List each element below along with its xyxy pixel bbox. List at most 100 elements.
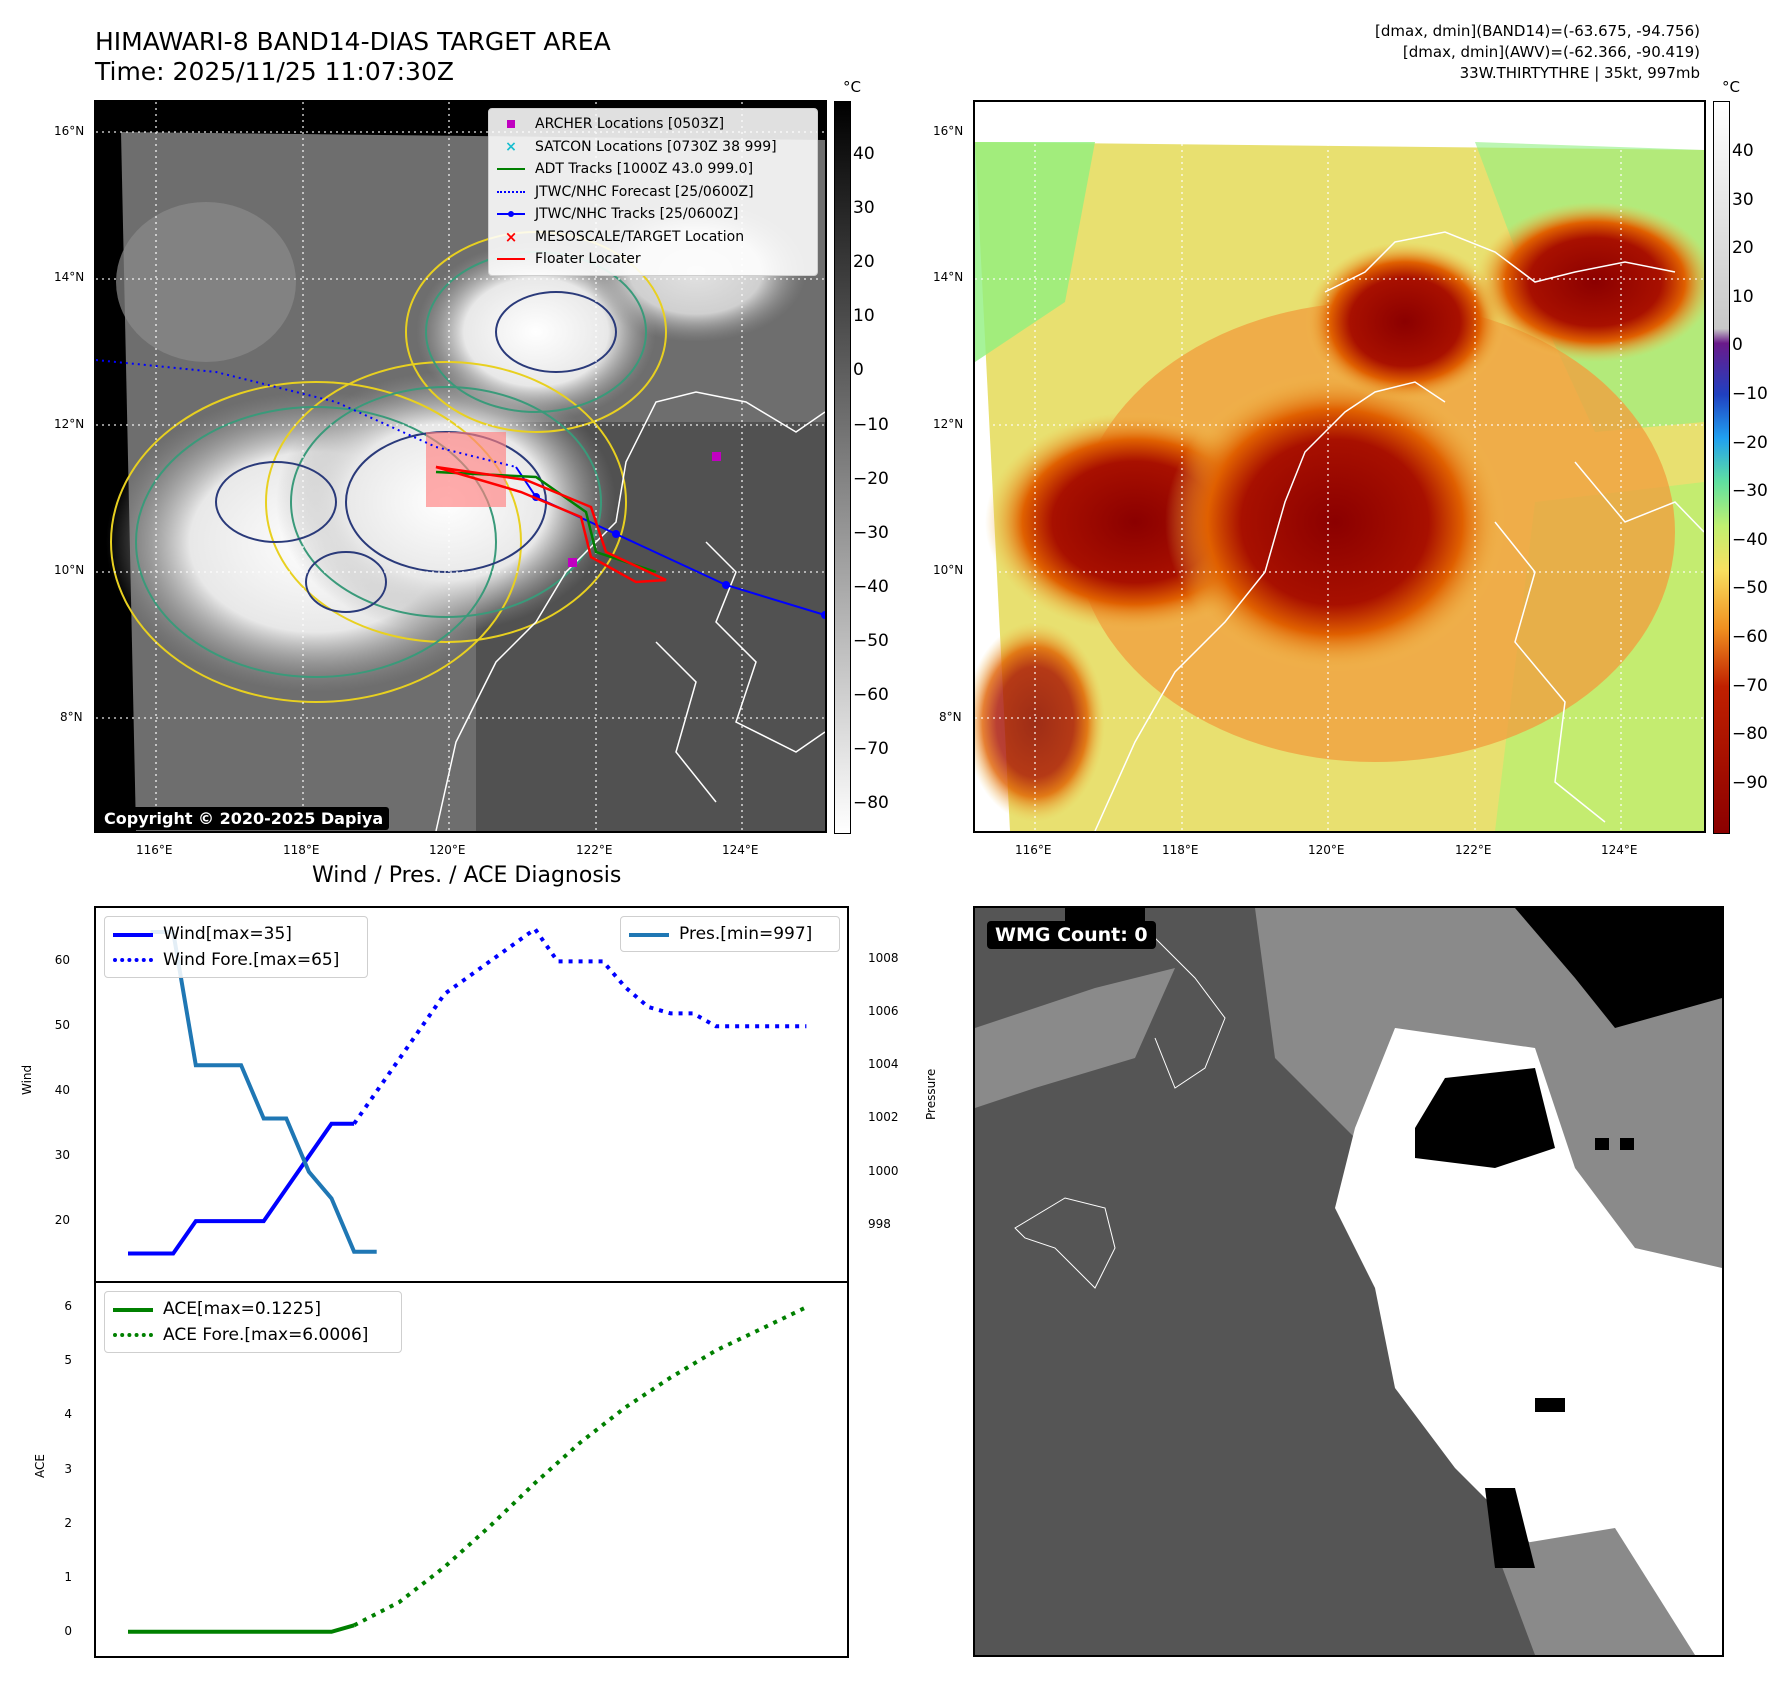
legend-floater: Floater Locater <box>497 248 809 271</box>
ir-map-panel: ARCHER Locations [0503Z] × SATCON Locati… <box>94 100 827 833</box>
lon-label-118e-right: 118°E <box>1162 843 1199 857</box>
dmax-awv: [dmax, dmin](AWV)=(-62.366, -90.419) <box>1402 43 1700 61</box>
color-colorbar-tick: −50 <box>1732 578 1768 599</box>
wind-max-series-line <box>128 1121 355 1256</box>
legend-adt: ADT Tracks [1000Z 43.0 999.0] <box>497 158 809 181</box>
lat-label-10n-right: 10°N <box>933 563 964 577</box>
wmg-image <box>975 908 1722 1655</box>
color-colorbar-tick: 0 <box>1732 335 1743 356</box>
gray-colorbar-tick: −40 <box>853 576 889 597</box>
legend-wind: Wind[max=35] <box>113 921 359 947</box>
x-mark-icon: × <box>505 138 517 155</box>
ace-axis-label: ACE <box>33 1454 47 1478</box>
archer-marker-2 <box>568 558 577 567</box>
gray-colorbar-tick: −70 <box>853 739 889 760</box>
line-icon <box>497 252 525 266</box>
storm-info: 33W.THIRTYTHRE | 35kt, 997mb <box>1459 64 1700 82</box>
legend-label: ACE Fore.[max=6.0006] <box>163 1325 369 1345</box>
lat-label-16n: 16°N <box>54 124 85 138</box>
wmg-count-badge: WMG Count: 0 <box>987 921 1156 949</box>
x-mark-icon: × <box>504 227 518 246</box>
color-colorbar <box>1713 101 1730 834</box>
pressure-axis-tick: 1006 <box>868 1003 899 1018</box>
gray-colorbar-unit: °C <box>843 78 861 96</box>
legend-wind-fore: Wind Fore.[max=65] <box>113 947 359 973</box>
ace-axis-tick: 1 <box>64 1569 72 1584</box>
lon-label-120e: 120°E <box>429 843 466 857</box>
map-time: Time: 2025/11/25 11:07:30Z <box>95 57 454 86</box>
legend-ace-fore: ACE Fore.[max=6.0006] <box>113 1322 393 1348</box>
gray-colorbar-tick: 30 <box>853 198 875 219</box>
legend-label: SATCON Locations [0730Z 38 999] <box>535 138 777 155</box>
legend-label: MESOSCALE/TARGET Location <box>535 228 745 245</box>
ace-axis-tick: 3 <box>64 1461 72 1476</box>
color-colorbar-tick: −40 <box>1732 529 1768 550</box>
lat-label-14n: 14°N <box>54 270 85 284</box>
legend-label: Floater Locater <box>535 251 641 268</box>
gray-colorbar-tick: −10 <box>853 414 889 435</box>
archer-marker <box>712 452 721 461</box>
color-colorbar-tick: 20 <box>1732 238 1754 259</box>
dotted-line-icon <box>113 953 153 967</box>
color-colorbar-tick: −70 <box>1732 675 1768 696</box>
pressure-axis-tick: 1008 <box>868 950 899 965</box>
color-colorbar-tick: 10 <box>1732 286 1754 307</box>
legend-jtwc-forecast: JTWC/NHC Forecast [25/0600Z] <box>497 181 809 204</box>
pressure-axis-tick: 998 <box>868 1217 891 1232</box>
legend-label: JTWC/NHC Tracks [25/0600Z] <box>535 206 739 223</box>
ace-axis-tick: 4 <box>64 1407 72 1422</box>
legend-jtwc-tracks: JTWC/NHC Tracks [25/0600Z] <box>497 203 809 226</box>
copyright-badge: Copyright © 2020-2025 Dapiya <box>98 807 390 830</box>
ace-panel: ACE[max=0.1225] ACE Fore.[max=6.0006] <box>94 1281 849 1658</box>
gray-colorbar-tick: −20 <box>853 468 889 489</box>
wind-axis-tick: 30 <box>54 1148 70 1163</box>
gray-colorbar-tick: 20 <box>853 252 875 273</box>
lat-label-10n: 10°N <box>54 563 85 577</box>
color-colorbar-tick: −60 <box>1732 627 1768 647</box>
legend-pres: Pres.[min=997] <box>629 921 831 947</box>
map-title: HIMAWARI-8 BAND14-DIAS TARGET AREA <box>95 27 611 56</box>
lon-label-120e-right: 120°E <box>1308 843 1345 857</box>
line-icon <box>113 927 153 941</box>
wmg-panel: WMG Count: 0 <box>973 906 1724 1657</box>
ace-axis-tick: 6 <box>64 1299 72 1314</box>
legend-label: Pres.[min=997] <box>679 924 813 944</box>
target-area-box <box>426 432 506 507</box>
ace-fore-max-series-line <box>353 1305 808 1628</box>
gray-colorbar-tick: −80 <box>853 793 889 814</box>
ace-max-series-line <box>128 1623 355 1634</box>
dmax-band14: [dmax, dmin](BAND14)=(-63.675, -94.756) <box>1375 22 1700 40</box>
wind-pres-panel: Wind[max=35] Wind Fore.[max=65] Pres.[mi… <box>94 906 849 1283</box>
lat-label-14n-right: 14°N <box>933 270 964 284</box>
gray-colorbar-tick: −60 <box>853 685 889 705</box>
wind-axis-tick: 40 <box>54 1083 70 1098</box>
awv-map-panel <box>973 100 1706 833</box>
legend-label: Wind[max=35] <box>163 924 292 944</box>
dotted-line-icon <box>497 185 525 199</box>
gray-colorbar-tick: 0 <box>853 360 864 381</box>
legend-label: ARCHER Locations [0503Z] <box>535 116 725 133</box>
color-colorbar-unit: °C <box>1722 78 1740 96</box>
ace-axis-tick: 5 <box>64 1353 72 1368</box>
color-colorbar-tick: −20 <box>1732 432 1768 453</box>
lat-label-8n: 8°N <box>60 710 83 724</box>
ace-axis-tick: 2 <box>64 1515 72 1530</box>
lon-label-122e: 122°E <box>576 843 613 857</box>
color-colorbar-tick: −80 <box>1732 724 1768 745</box>
ace-legend: ACE[max=0.1225] ACE Fore.[max=6.0006] <box>104 1291 402 1353</box>
wind-axis-tick: 20 <box>54 1213 70 1228</box>
color-colorbar-tick: 40 <box>1732 141 1754 161</box>
legend-ace: ACE[max=0.1225] <box>113 1296 393 1322</box>
color-colorbar-tick: −30 <box>1732 481 1768 502</box>
line-icon <box>629 927 669 941</box>
lon-label-122e-right: 122°E <box>1455 843 1492 857</box>
gray-colorbar-tick: 10 <box>853 306 875 327</box>
lat-label-16n-right: 16°N <box>933 124 964 138</box>
pressure-axis-tick: 1004 <box>868 1057 899 1072</box>
pressure-axis-label: Pressure <box>924 1068 938 1120</box>
dotted-line-icon <box>113 1328 153 1342</box>
legend-label: JTWC/NHC Forecast [25/0600Z] <box>535 183 754 200</box>
line-icon <box>113 1302 153 1316</box>
legend-label: Wind Fore.[max=65] <box>163 950 340 970</box>
ace-plot <box>128 1305 808 1634</box>
